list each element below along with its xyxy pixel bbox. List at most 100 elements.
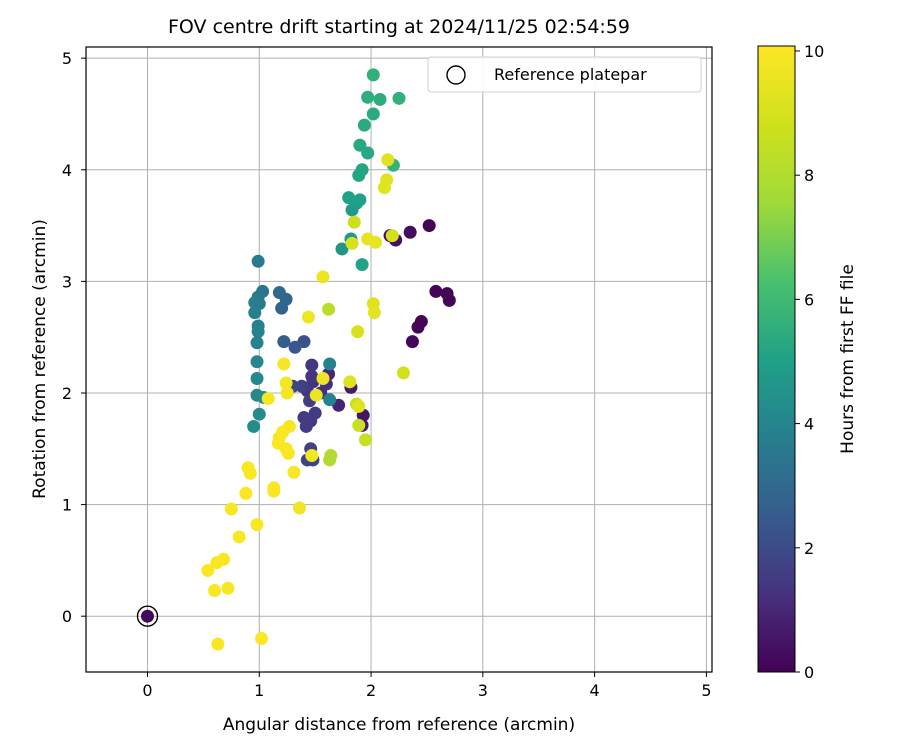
x-tick-label: 3 — [478, 681, 488, 700]
x-tick-label: 2 — [366, 681, 376, 700]
data-point — [250, 371, 264, 385]
data-point — [366, 68, 380, 82]
data-point — [208, 584, 222, 598]
data-point — [351, 325, 365, 339]
data-point — [345, 236, 359, 250]
data-point — [140, 609, 154, 623]
data-point — [277, 335, 291, 349]
plot-frame — [85, 46, 713, 673]
legend: Reference platepar — [427, 56, 702, 93]
data-point — [352, 399, 366, 413]
data-point — [280, 386, 294, 400]
colorbar-tick-label: 8 — [804, 166, 814, 185]
y-tick-label: 3 — [62, 272, 72, 291]
data-point — [352, 418, 366, 432]
legend-marker-reference-platepar — [446, 65, 466, 85]
data-point — [357, 118, 371, 132]
data-point — [347, 215, 361, 229]
data-point — [323, 357, 337, 371]
data-point — [288, 340, 302, 354]
data-point — [250, 518, 264, 532]
data-point — [343, 375, 357, 389]
data-point — [248, 306, 262, 320]
data-point — [248, 296, 262, 310]
data-point — [305, 369, 319, 383]
data-point — [367, 306, 381, 320]
data-point — [373, 92, 387, 106]
data-point — [353, 138, 367, 152]
data-point — [281, 446, 295, 460]
data-point — [297, 411, 311, 425]
data-point — [405, 335, 419, 349]
data-point — [392, 91, 406, 105]
y-axis-ticks: 0 1 2 3 4 5 — [62, 49, 86, 626]
data-point — [369, 235, 383, 249]
data-point — [201, 563, 215, 577]
x-tick-label: 4 — [590, 681, 600, 700]
data-point — [272, 286, 286, 300]
data-point — [247, 419, 261, 433]
y-tick-label: 5 — [62, 49, 72, 68]
data-point — [211, 637, 225, 651]
data-point — [442, 293, 456, 307]
data-point — [232, 530, 246, 544]
data-point — [396, 366, 410, 380]
data-point — [295, 379, 309, 393]
data-point — [250, 355, 264, 369]
data-point — [361, 90, 375, 104]
data-point — [243, 466, 257, 480]
colorbar-tick-label: 2 — [804, 539, 814, 558]
reference-platepar-marker — [136, 605, 159, 627]
data-point — [252, 407, 266, 421]
data-point — [309, 388, 323, 402]
data-point — [221, 581, 235, 595]
colorbar-gradient — [757, 45, 796, 673]
y-axis-label: Rotation from reference (arcmin) — [30, 219, 50, 499]
colorbar-label: Hours from first FF file — [838, 264, 858, 454]
data-point — [355, 258, 369, 272]
data-point — [251, 325, 265, 339]
data-point — [251, 254, 265, 268]
data-point — [250, 336, 264, 350]
colorbar-tick-label: 4 — [804, 415, 814, 434]
legend-box — [427, 56, 702, 93]
colorbar-ticks: 0 2 4 6 8 10 — [795, 42, 824, 682]
grid-lines — [86, 47, 712, 672]
data-point — [301, 310, 315, 324]
colorbar: 0 2 4 6 8 10 Hours from first FF file — [757, 42, 858, 682]
data-point — [385, 229, 399, 243]
data-point — [355, 163, 369, 177]
data-point — [224, 502, 238, 516]
data-point — [335, 242, 349, 256]
data-point — [210, 556, 224, 570]
colorbar-tick-label: 6 — [804, 290, 814, 309]
data-point — [377, 181, 391, 195]
data-point — [316, 270, 330, 284]
data-point — [411, 320, 425, 334]
data-point — [429, 284, 443, 298]
data-point — [305, 358, 319, 372]
data-point — [316, 371, 330, 385]
data-point — [403, 225, 417, 239]
x-axis-ticks: 0 1 2 3 4 5 — [142, 672, 712, 700]
data-point — [279, 376, 293, 390]
data-point — [342, 191, 356, 205]
legend-label-reference-platepar: Reference platepar — [494, 65, 647, 84]
y-tick-label: 0 — [62, 607, 72, 626]
data-point — [366, 107, 380, 121]
data-point — [422, 219, 436, 233]
data-point — [293, 501, 307, 515]
data-point — [239, 486, 253, 500]
chart-title: FOV centre drift starting at 2024/11/25 … — [168, 16, 630, 38]
data-point — [322, 302, 336, 316]
data-point — [381, 153, 395, 167]
x-tick-label: 5 — [701, 681, 711, 700]
data-point — [353, 193, 367, 207]
data-point — [267, 484, 281, 498]
data-point — [323, 393, 337, 407]
data-points — [136, 68, 456, 651]
colorbar-tick-label: 10 — [804, 42, 824, 61]
colorbar-tick-label: 0 — [804, 663, 814, 682]
data-point — [261, 392, 275, 406]
